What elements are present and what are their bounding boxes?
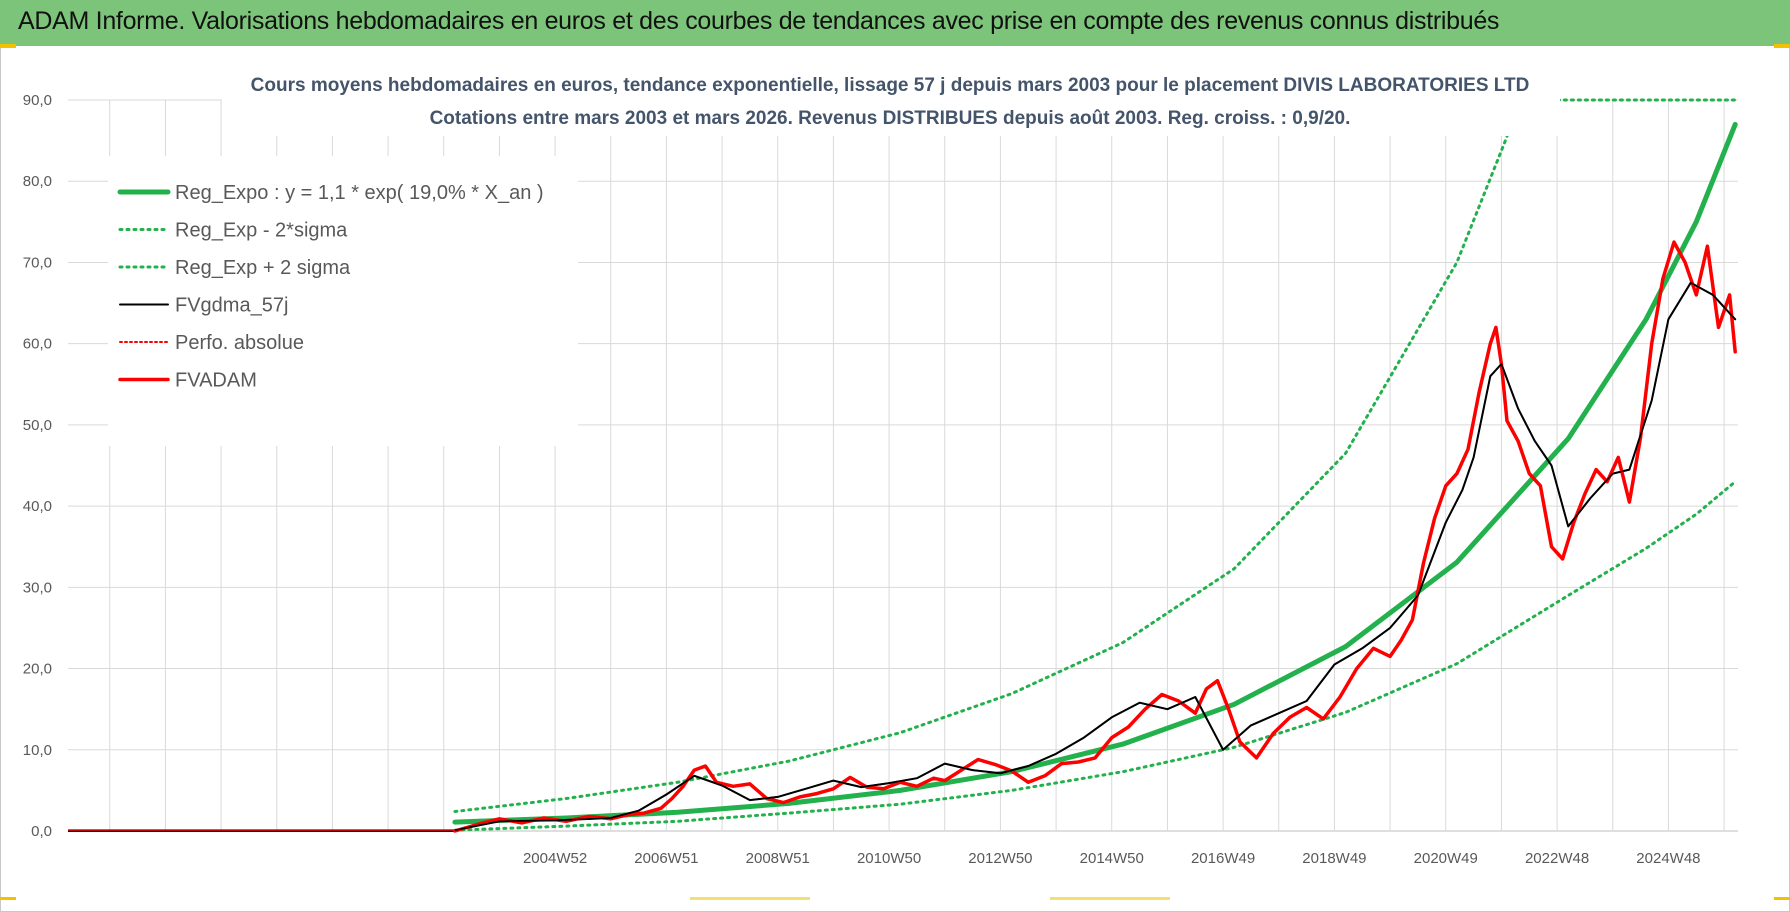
corner-mark-top-right (1774, 44, 1790, 48)
report-header: ADAM Informe. Valorisations hebdomadaire… (0, 0, 1790, 46)
legend-label-perfo-absolue: Perfo. absolue (175, 332, 304, 354)
chart-subtitle: Cotations entre mars 2003 et mars 2026. … (430, 108, 1351, 129)
x-tick-label: 2018W49 (1302, 850, 1366, 867)
y-tick-label: 60,0 (23, 336, 52, 353)
corner-mark-bottom-right (1774, 897, 1790, 900)
corner-mark-bottom-left (0, 897, 16, 900)
y-tick-label: 40,0 (23, 498, 52, 515)
y-tick-label: 80,0 (23, 173, 52, 190)
x-tick-label: 2006W51 (634, 850, 698, 867)
corner-mark-top-left (0, 44, 16, 48)
x-axis: 2004W52 2006W51 2008W51 2010W50 2012W50 2014W… (523, 850, 1701, 867)
series-line-reg-exp-plus-2sigma (453, 98, 1737, 813)
legend-label-reg-expo: Reg_Expo : y = 1,1 * exp( 19,0% * X_an ) (175, 182, 544, 204)
series-line-reg-expo (452, 121, 1738, 825)
series-line-reg-exp-minus-2sigma (453, 480, 1737, 832)
bottom-mark (690, 897, 810, 900)
x-tick-label: 2022W48 (1525, 850, 1589, 867)
report-title: ADAM Informe. Valorisations hebdomadaire… (18, 7, 1500, 35)
legend-label-fvadam: FVADAM (175, 370, 257, 392)
legend: Reg_Expo : y = 1,1 * exp( 19,0% * X_an )… (117, 182, 544, 392)
legend-label-fvgdma-57j: FVgdma_57j (175, 295, 288, 317)
legend-label-reg-exp-plus-2sigma: Reg_Exp + 2 sigma (175, 257, 351, 279)
chart: 0,010,020,030,040,050,060,070,080,090,0 … (23, 66, 1738, 867)
x-tick-label: 2010W50 (857, 850, 921, 867)
y-tick-label: 30,0 (23, 579, 52, 596)
chart-title: Cours moyens hebdomadaires en euros, ten… (251, 75, 1530, 96)
series-line-fvgdma-57j-overlay (454, 282, 1736, 831)
series-line-fvgdma-57j (453, 281, 1737, 832)
x-tick-label: 2012W50 (968, 850, 1032, 867)
x-tick-label: 2008W51 (746, 850, 810, 867)
y-axis: 0,0 10,0 20,0 30,0 40,0 50,0 60,0 70,0 80,0 90,0 (23, 92, 52, 840)
title-backdrop (222, 66, 1560, 136)
x-tick-label: 2024W48 (1636, 850, 1700, 867)
x-tick-label: 2014W50 (1080, 850, 1144, 867)
y-tick-label: 90,0 (23, 92, 52, 109)
y-tick-label: 10,0 (23, 742, 52, 759)
y-tick-label: 50,0 (23, 417, 52, 434)
y-tick-label: 0,0 (31, 823, 52, 840)
series-line-fvadam (453, 240, 1737, 833)
x-tick-label: 2004W52 (523, 850, 587, 867)
x-tick-label: 2016W49 (1191, 850, 1255, 867)
legend-label-reg-exp-minus-2sigma: Reg_Exp - 2*sigma (175, 220, 348, 242)
x-tick-label: 2020W49 (1414, 850, 1478, 867)
y-tick-label: 70,0 (23, 254, 52, 271)
legend-backdrop (108, 156, 578, 446)
bottom-mark (1050, 897, 1170, 900)
y-tick-label: 20,0 (23, 661, 52, 678)
